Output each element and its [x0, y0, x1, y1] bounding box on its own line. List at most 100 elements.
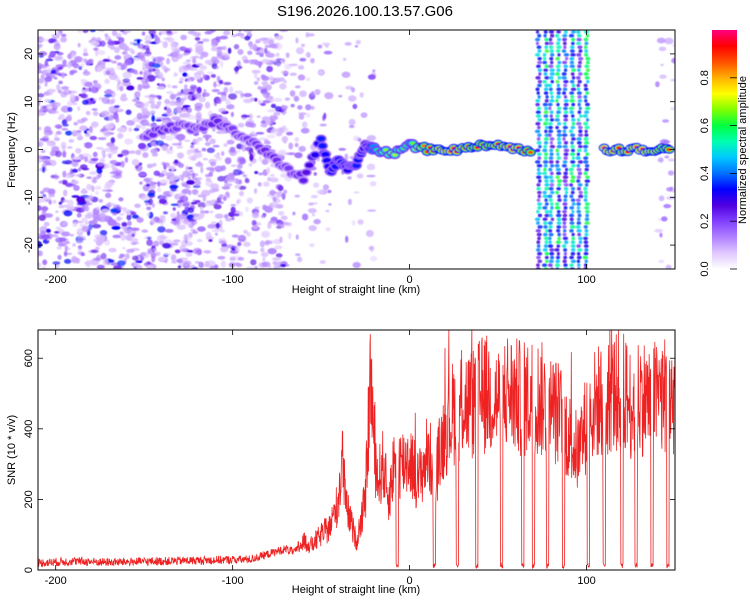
spectrogram-cell	[562, 125, 568, 130]
spectrogram-cell	[223, 30, 231, 36]
spectrogram-cell	[286, 131, 294, 136]
spectrogram-cell	[81, 225, 90, 233]
spectrogram-cell	[179, 77, 185, 82]
spectrogram-cell	[577, 98, 583, 103]
spectrogram-cell	[664, 155, 670, 159]
spectrogram-cell	[318, 70, 324, 75]
spectrogram-cell	[183, 139, 191, 143]
snr-x-tick-label: 0	[407, 575, 413, 587]
spectrogram-cell	[126, 214, 132, 221]
spectrogram-cell	[554, 118, 560, 122]
spectrogram-cell	[570, 179, 576, 183]
spectrogram-cell	[557, 198, 562, 202]
spectrogram-cell	[238, 190, 245, 197]
spectrogram-cell	[77, 30, 82, 33]
spectrogram-cell	[90, 158, 99, 162]
spectrogram-cell	[133, 262, 138, 267]
spectrogram-cell	[146, 239, 153, 247]
spectrogram-cell	[218, 79, 224, 85]
spectrogram-cell	[163, 252, 172, 256]
spectrogram-cell	[106, 89, 112, 92]
spectrogram-cell	[267, 222, 272, 230]
spectrogram-cell	[660, 63, 665, 67]
spectrogram-cell	[70, 53, 76, 60]
spectrogram-cell	[196, 86, 202, 94]
spectrogram-cell	[85, 59, 91, 66]
spectrogram-cell	[241, 114, 251, 118]
spectrogram-cell	[206, 147, 215, 154]
spectrogram-cell	[583, 251, 589, 256]
spectrogram-cell	[80, 93, 87, 99]
spectrogram-cell	[549, 183, 555, 187]
spectrogram-cell	[211, 229, 221, 233]
spectrogram-cell	[144, 101, 149, 108]
spectrogram-cell	[282, 222, 292, 225]
spectrogram-cell	[158, 198, 167, 204]
spectrogram-cell	[185, 64, 190, 68]
spectrogram-cell	[659, 232, 663, 238]
spectrogram-cell	[200, 166, 204, 174]
spectrogram-cell	[236, 60, 241, 68]
spectrogram-cell	[576, 179, 581, 183]
spectrogram-cell	[534, 37, 541, 42]
spectrogram-cell	[576, 167, 582, 172]
spectrogram-cell	[557, 194, 561, 199]
spectrogram-cell	[563, 64, 569, 69]
spectrogram-cell	[217, 91, 226, 95]
spectrogram-cell	[261, 261, 271, 268]
spectrogram-cell	[557, 121, 562, 126]
spectrogram-cell	[229, 86, 234, 94]
spectrogram-cell	[294, 142, 299, 148]
spectrogram-cell	[116, 65, 123, 71]
spectrogram-cell	[262, 92, 270, 99]
spectrogram-cell	[55, 216, 60, 222]
spectrogram-cell	[81, 188, 87, 195]
spectrogram-cell	[182, 200, 191, 208]
spectrogram-cell	[243, 98, 253, 104]
spectrogram-cell	[578, 106, 582, 111]
spectrogram-cell	[548, 240, 552, 245]
spectrogram-cell	[201, 147, 207, 152]
spectrogram-cell	[236, 199, 240, 205]
spectrogram-cell	[582, 255, 589, 260]
spectrogram-cell	[569, 221, 575, 225]
spectrogram-cell	[164, 106, 168, 111]
spectrogram-cell	[89, 30, 96, 33]
spectrogram-cell	[164, 228, 174, 233]
spectrogram-cell	[43, 221, 50, 227]
spectrogram-cell	[111, 115, 119, 120]
spectrogram-cell	[264, 47, 268, 54]
spectrogram-cell	[212, 59, 220, 65]
spectrogram-cell	[255, 131, 265, 135]
spectrogram-cell	[266, 65, 273, 73]
spectrogram-cell	[162, 242, 172, 249]
spectrogram-cell	[79, 125, 88, 131]
spectrogram-cell	[141, 114, 149, 119]
spectrogram-cell	[537, 194, 542, 199]
spectrogram-cell	[219, 229, 225, 233]
spectrogram-cell	[585, 213, 590, 218]
spectrogram-cell	[131, 233, 135, 238]
spectrogram-cell	[535, 76, 541, 80]
spectrogram-cell	[223, 195, 227, 202]
spectrogram-cell	[288, 142, 294, 150]
spectrogram-cell	[113, 265, 122, 269]
spectrogram-cell	[543, 167, 547, 172]
spectrogram-cell	[670, 107, 675, 111]
spectrogram-cell	[557, 37, 562, 42]
spectrogram-cell	[183, 52, 190, 55]
spectrogram-cell	[62, 170, 67, 178]
spectrogram-cell	[194, 92, 202, 100]
spectrogram-cell	[233, 44, 240, 50]
spectrogram-cell	[244, 35, 251, 41]
snr-x-tick-label: 100	[577, 575, 595, 587]
spectrogram-cell	[294, 194, 301, 198]
spectrogram-cell	[55, 210, 59, 213]
spectrogram-cell	[563, 186, 569, 191]
spectrogram-cell	[90, 249, 99, 254]
spectrogram-cell	[537, 79, 543, 84]
spectrogram-image	[38, 30, 675, 269]
spectrogram-cell	[555, 125, 559, 130]
spectrogram-cell	[141, 229, 149, 233]
spectrogram-cell	[260, 247, 265, 253]
